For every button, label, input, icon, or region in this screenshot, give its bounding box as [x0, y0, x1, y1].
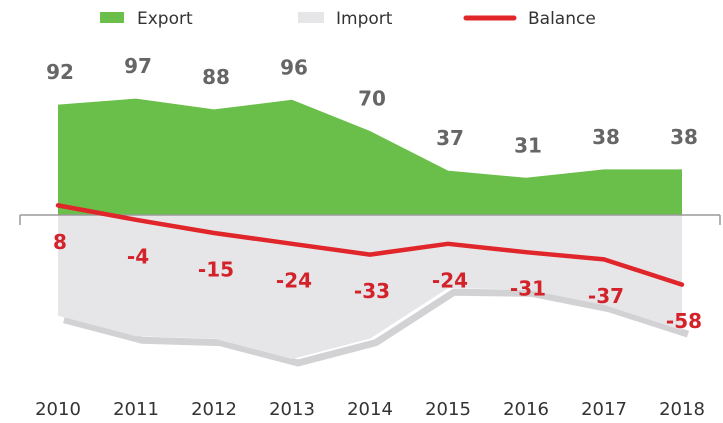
balance-value-label: 8 — [53, 230, 67, 254]
legend: Export Import Balance — [100, 9, 596, 29]
balance-value-label: -31 — [510, 277, 546, 301]
balance-value-label: -37 — [588, 284, 624, 308]
legend-label: Balance — [528, 9, 596, 29]
export-value-label: 70 — [358, 87, 386, 111]
balance-value-label: -4 — [127, 244, 149, 268]
legend-label: Export — [137, 9, 193, 29]
x-tick-label: 2013 — [269, 399, 315, 420]
export-value-label: 38 — [592, 125, 620, 149]
export-value-label: 88 — [202, 65, 230, 89]
x-tick-label: 2015 — [425, 399, 471, 420]
export-value-label: 92 — [46, 60, 74, 84]
balance-line — [55, 203, 685, 287]
export-value-label: 31 — [514, 133, 542, 157]
x-tick-label: 2011 — [113, 399, 159, 420]
export-area — [58, 98, 682, 215]
x-tick-label: 2014 — [347, 399, 393, 420]
balance-value-label: -24 — [432, 268, 468, 292]
balance-value-label: -33 — [354, 279, 390, 303]
balance-value-label: -24 — [276, 268, 312, 292]
legend-label: Import — [336, 9, 393, 29]
export-value-label: 37 — [436, 126, 464, 150]
legend-swatch-import — [298, 12, 324, 23]
x-tick-label: 2018 — [659, 399, 705, 420]
x-tick-label: 2012 — [191, 399, 237, 420]
balance-value-label: -15 — [198, 258, 234, 282]
x-tick-label: 2017 — [581, 399, 627, 420]
export-value-label: 38 — [670, 125, 698, 149]
export-value-label: 96 — [280, 55, 308, 79]
x-tick-label: 2016 — [503, 399, 549, 420]
balance-value-label: -58 — [666, 309, 702, 333]
import-edge — [63, 288, 690, 367]
legend-swatch-export — [100, 12, 124, 23]
x-tick-label: 2010 — [35, 399, 81, 420]
export-value-label: 97 — [124, 54, 152, 78]
